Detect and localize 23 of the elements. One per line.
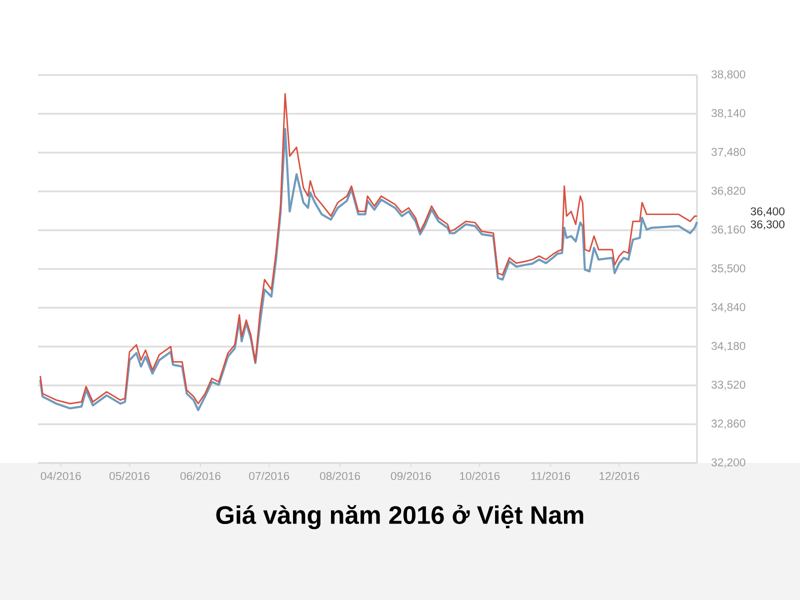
- y-tick-label: 34,840: [711, 303, 746, 312]
- x-tick-label: 10/2016: [460, 472, 500, 480]
- x-tick-label: 06/2016: [180, 472, 220, 480]
- y-tick-label: 36,160: [711, 226, 746, 235]
- x-tick-label: 11/2016: [531, 472, 570, 480]
- y-tick-label: 37,480: [711, 148, 746, 158]
- text: 36,400: [750, 207, 784, 217]
- x-tick-label: 08/2016: [320, 472, 360, 480]
- x-tick-label: 12/2016: [600, 472, 640, 480]
- y-tick-label: 34,180: [711, 342, 746, 352]
- y-tick-label: 38,140: [711, 109, 746, 118]
- y-tick-label: 32,200: [711, 458, 746, 468]
- x-tick-label: 07/2016: [249, 472, 290, 480]
- x-tick-label: 09/2016: [390, 472, 431, 480]
- y-tick-label: 35,500: [711, 264, 746, 274]
- text: Giá vàng năm 2016 ở Việt Nam: [216, 504, 584, 530]
- y-tick-label: 33,520: [711, 380, 746, 390]
- text: 36,300: [750, 220, 784, 230]
- x-tick-label: 05/2016: [109, 472, 150, 480]
- y-tick-label: 32,860: [711, 420, 746, 429]
- y-tick-label: 38,800: [711, 70, 746, 80]
- y-tick-label: 36,820: [711, 186, 746, 196]
- x-tick-label: 04/2016: [40, 472, 81, 480]
